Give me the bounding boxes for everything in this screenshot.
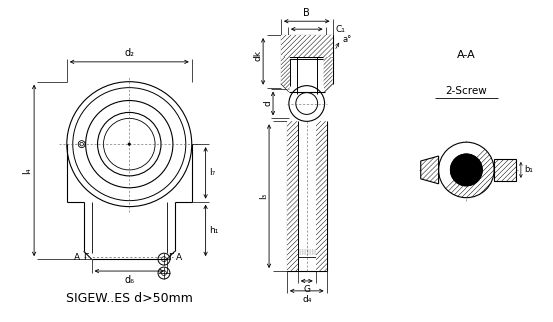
Bar [281,57,290,84]
Circle shape [451,154,482,186]
Text: d₄: d₄ [302,295,311,304]
Text: A-A: A-A [457,50,476,60]
Bar [281,35,332,57]
PathPatch shape [281,35,332,57]
Text: 2-Screw: 2-Screw [446,86,487,96]
Text: G: G [303,285,310,294]
Text: SIGEW..ES d>50mm: SIGEW..ES d>50mm [66,292,192,305]
Text: l₄: l₄ [22,167,32,174]
Text: a°: a° [342,34,352,43]
PathPatch shape [316,121,327,271]
Text: d: d [264,101,273,106]
Text: l₃: l₃ [259,193,269,199]
Text: Γ: Γ [168,253,173,262]
Text: C₁: C₁ [336,25,346,33]
PathPatch shape [324,57,332,91]
PathPatch shape [421,156,439,184]
PathPatch shape [281,57,290,91]
Bar [288,35,326,59]
Text: A: A [176,253,182,262]
Text: dk: dk [254,50,263,61]
Text: l₇: l₇ [210,168,216,177]
PathPatch shape [287,121,298,271]
PathPatch shape [439,142,494,198]
Text: B: B [304,8,310,18]
Text: d₆: d₆ [124,275,134,285]
Text: h₁: h₁ [210,226,219,235]
PathPatch shape [494,159,516,181]
Text: Γ: Γ [83,253,88,262]
Circle shape [128,143,131,146]
Text: A: A [74,253,80,262]
Text: b₁: b₁ [524,166,533,175]
Text: d₂: d₂ [124,48,134,58]
